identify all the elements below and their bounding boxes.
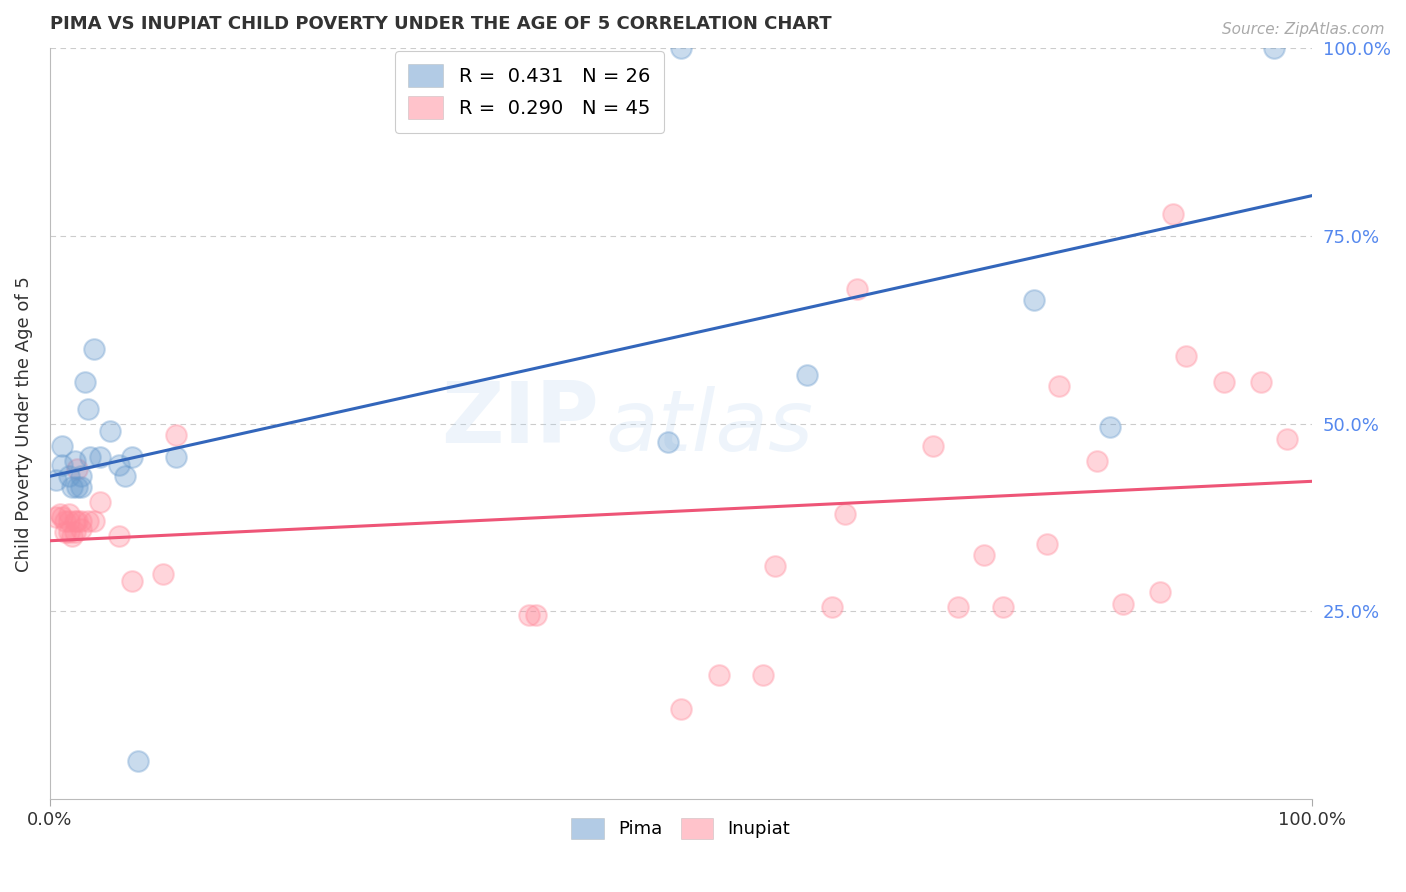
Point [1111, 597, 1133, 611]
Point [1098, 420, 1121, 434]
Point [63, 514, 86, 528]
Legend: Pima, Inupiat: Pima, Inupiat [564, 811, 797, 847]
Point [165, 428, 187, 442]
Point [1149, 585, 1171, 599]
Point [53, 514, 76, 528]
Point [669, 702, 692, 716]
Point [70, 480, 93, 494]
Point [83, 342, 105, 356]
Point [121, 450, 143, 465]
Point [114, 469, 136, 483]
Point [51, 439, 73, 453]
Point [1212, 376, 1234, 390]
Point [669, 41, 692, 55]
Point [98, 424, 121, 438]
Y-axis label: Child Poverty Under the Age of 5: Child Poverty Under the Age of 5 [15, 276, 32, 572]
Point [76, 514, 98, 528]
Point [58, 514, 80, 528]
Point [1161, 206, 1184, 220]
Point [1263, 41, 1285, 55]
Point [821, 600, 844, 615]
Point [89, 495, 111, 509]
Point [834, 507, 856, 521]
Point [524, 607, 547, 622]
Point [948, 600, 970, 615]
Point [58, 525, 80, 540]
Point [45, 473, 67, 487]
Point [922, 439, 945, 453]
Point [796, 368, 818, 382]
Point [1275, 432, 1298, 446]
Point [1174, 349, 1197, 363]
Point [973, 548, 995, 562]
Point [152, 566, 174, 581]
Point [60, 480, 83, 494]
Point [70, 522, 93, 536]
Point [752, 668, 775, 682]
Text: atlas: atlas [605, 386, 813, 469]
Point [70, 469, 93, 483]
Point [51, 458, 73, 472]
Point [657, 435, 679, 450]
Point [66, 461, 89, 475]
Text: PIMA VS INUPIAT CHILD POVERTY UNDER THE AGE OF 5 CORRELATION CHART: PIMA VS INUPIAT CHILD POVERTY UNDER THE … [49, 15, 831, 33]
Point [70, 514, 93, 528]
Point [76, 401, 98, 416]
Point [517, 607, 540, 622]
Point [60, 529, 83, 543]
Point [707, 668, 730, 682]
Point [53, 525, 76, 540]
Point [58, 469, 80, 483]
Point [66, 480, 89, 494]
Point [165, 450, 187, 465]
Point [51, 510, 73, 524]
Point [991, 600, 1014, 615]
Point [73, 376, 96, 390]
Point [89, 450, 111, 465]
Point [127, 754, 149, 768]
Point [1024, 293, 1046, 307]
Point [83, 514, 105, 528]
Point [765, 559, 787, 574]
Point [1085, 454, 1108, 468]
Point [108, 529, 131, 543]
Point [1049, 379, 1071, 393]
Point [49, 507, 72, 521]
Point [63, 525, 86, 540]
Point [45, 510, 67, 524]
Point [846, 282, 869, 296]
Text: Source: ZipAtlas.com: Source: ZipAtlas.com [1222, 22, 1385, 37]
Point [108, 458, 131, 472]
Point [1036, 537, 1059, 551]
Point [63, 454, 86, 468]
Point [58, 507, 80, 521]
Point [66, 514, 89, 528]
Point [1250, 376, 1272, 390]
Point [79, 450, 101, 465]
Point [121, 574, 143, 589]
Text: ZIP: ZIP [441, 378, 599, 461]
